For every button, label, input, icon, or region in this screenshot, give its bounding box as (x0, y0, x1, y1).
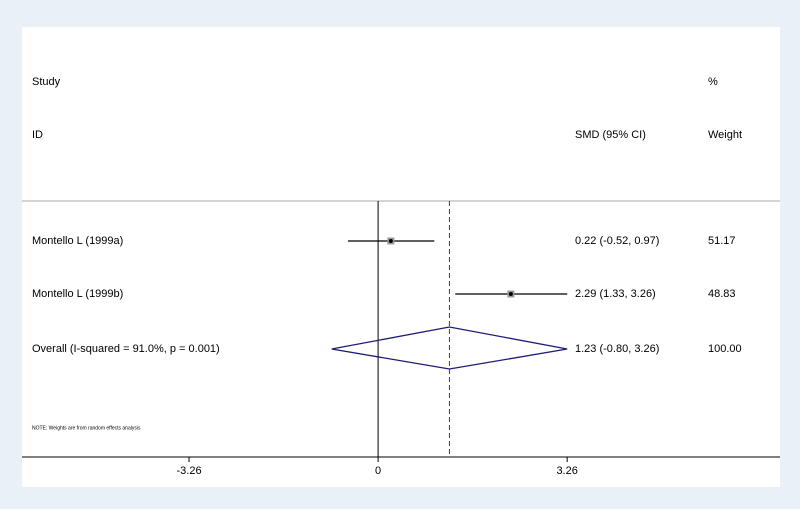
header-study: Study (32, 76, 61, 88)
header-pct: % (708, 76, 718, 88)
header-id: ID (32, 129, 43, 141)
overall-weight-label: 100.00 (708, 343, 742, 355)
study-name: Montello L (1999b) (32, 288, 123, 300)
plot-panel (22, 27, 780, 487)
note: NOTE: Weights are from random effects an… (32, 425, 141, 431)
weight-label: 51.17 (708, 235, 736, 247)
weight-label: 48.83 (708, 288, 736, 300)
point-estimate (388, 239, 393, 243)
x-tick-label: 0 (375, 465, 381, 477)
study-name: Montello L (1999a) (32, 235, 123, 247)
x-tick-label: 3.26 (556, 465, 577, 477)
header-effect: SMD (95% CI) (575, 129, 646, 141)
x-tick-label: -3.26 (176, 465, 201, 477)
header-weight: Weight (708, 129, 742, 141)
effect-label: 2.29 (1.33, 3.26) (575, 288, 656, 300)
effect-label: 0.22 (-0.52, 0.97) (575, 235, 659, 247)
overall-effect-label: 1.23 (-0.80, 3.26) (575, 343, 659, 355)
point-estimate (508, 292, 513, 296)
overall-name: Overall (I-squared = 91.0%, p = 0.001) (32, 343, 220, 355)
overall-diamond (331, 326, 568, 370)
